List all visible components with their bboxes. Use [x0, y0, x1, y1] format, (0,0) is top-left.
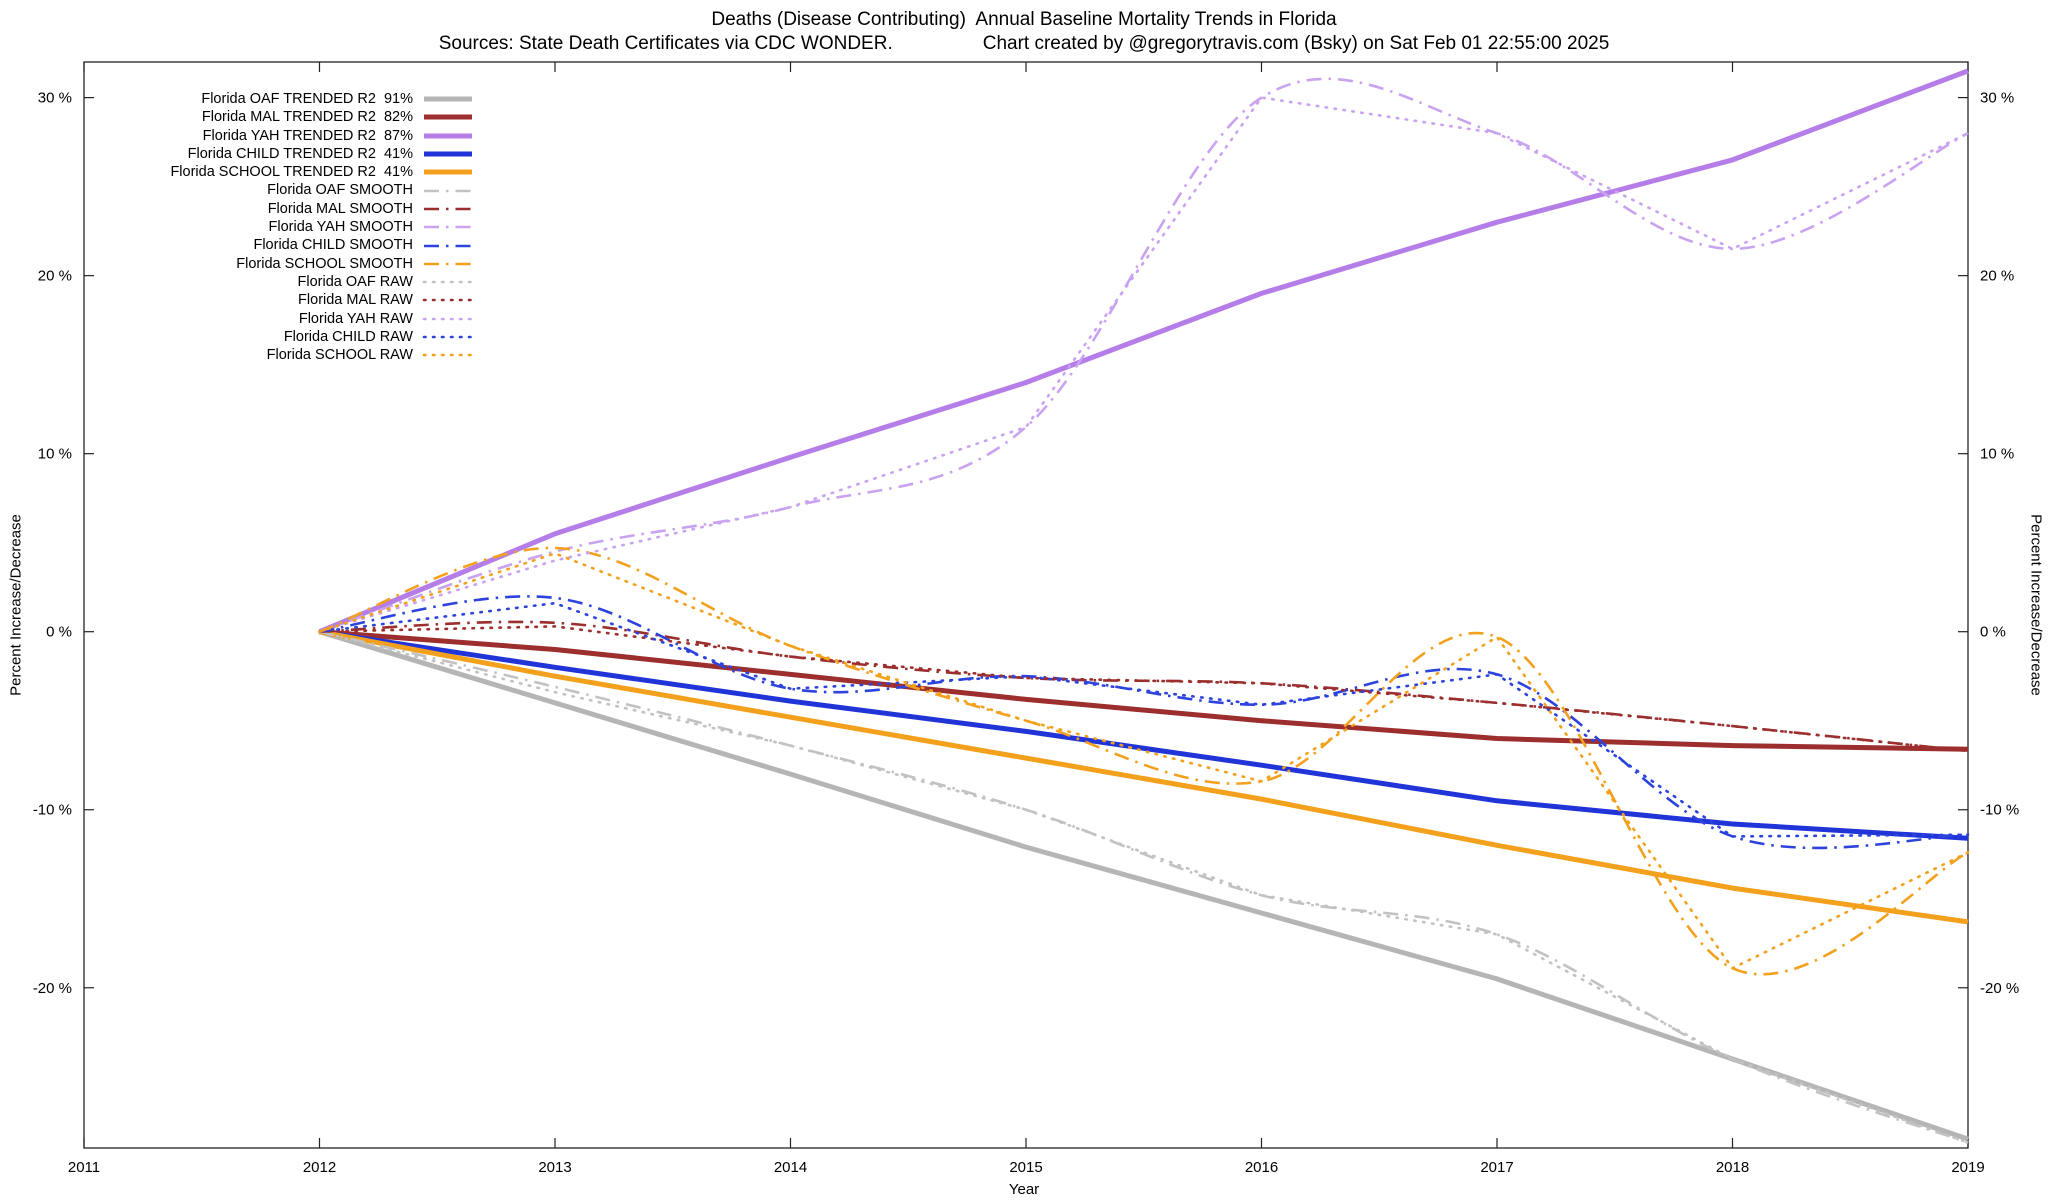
y-tick-label-right: -20 % [1980, 980, 2019, 997]
y-tick-label-left: -10 % [33, 802, 72, 819]
legend-label: Florida MAL TRENDED R2 82% [201, 109, 413, 126]
legend-line-sample [424, 262, 472, 266]
legend-label: Florida YAH RAW [298, 310, 413, 327]
legend-item: Florida CHILD SMOOTH [95, 236, 474, 254]
legend-line-sample [422, 317, 474, 321]
series-line-florida-mal-raw [318, 625, 1970, 753]
series-line-florida-oaf-raw [318, 630, 1970, 1144]
legend-line-sample [424, 169, 472, 175]
series-line-florida-mal-smooth [319, 620, 1969, 753]
series-line-florida-yah-trended-r2-87 [318, 68, 1969, 635]
legend: Florida OAF TRENDED R2 91% Florida MAL TR… [95, 90, 474, 364]
legend-item: Florida OAF SMOOTH [95, 181, 474, 199]
legend-label: Florida OAF RAW [297, 273, 413, 290]
legend-item: Florida MAL TRENDED R2 82% [95, 108, 474, 126]
y-axis-label-left: Percent Increase/Decrease [7, 514, 25, 696]
legend-label: Florida OAF SMOOTH [267, 182, 413, 199]
legend-line-sample [422, 299, 474, 302]
legend-label: Florida MAL RAW [298, 292, 413, 309]
x-tick-label: 2012 [303, 1159, 336, 1176]
x-tick-label: 2016 [1245, 1159, 1278, 1176]
legend-label: Florida CHILD RAW [283, 328, 413, 345]
legend-item: Florida YAH RAW [95, 310, 474, 328]
chart-credit: Chart created by @gregorytravis.com (Bsk… [982, 33, 1610, 54]
legend-item: Florida MAL SMOOTH [95, 200, 474, 218]
legend-item: Florida CHILD TRENDED R2 41% [95, 145, 474, 163]
x-tick-label: 2015 [1009, 1159, 1042, 1176]
legend-item: Florida YAH SMOOTH [95, 218, 474, 236]
series-line-florida-mal-trended-r2-82 [319, 629, 1969, 752]
series-line-florida-child-smooth [319, 595, 1969, 850]
x-axis-label: Year [1008, 1181, 1040, 1198]
legend-item: Florida YAH TRENDED R2 87% [95, 127, 474, 145]
legend-item: Florida OAF TRENDED R2 91% [95, 90, 474, 108]
legend-line-sample [424, 225, 472, 229]
y-tick-label-right: 0 % [1980, 624, 2006, 641]
legend-label: Florida YAH TRENDED R2 87% [202, 127, 413, 144]
legend-label: Florida SCHOOL TRENDED R2 41% [170, 164, 413, 181]
legend-label: Florida YAH SMOOTH [268, 219, 414, 236]
x-tick-label: 2018 [1716, 1159, 1749, 1176]
legend-item: Florida CHILD RAW [95, 328, 474, 346]
x-tick-label: 2019 [1951, 1159, 1984, 1176]
legend-line-sample [424, 207, 472, 211]
y-tick-label-right: 30 % [1980, 90, 2014, 107]
legend-label: Florida OAF TRENDED R2 91% [201, 91, 413, 107]
legend-line-sample [424, 133, 472, 139]
chart-sources: Sources: State Death Certificates via CD… [438, 33, 893, 54]
legend-line-sample [424, 114, 472, 120]
y-tick-label-left: 20 % [38, 268, 72, 285]
series-line-florida-school-trended-r2-41 [319, 629, 1969, 925]
legend-line-sample [422, 335, 474, 339]
chart-title: Deaths (Disease Contributing) Annual Bas… [711, 9, 1337, 30]
chart-subtitle: Sources: State Death Certificates via CD… [0, 33, 2048, 55]
series-line-florida-child-raw [318, 601, 1970, 838]
x-tick-label: 2014 [774, 1159, 807, 1176]
legend-item: Florida SCHOOL TRENDED R2 41% [95, 163, 474, 181]
y-tick-label-right: 20 % [1980, 268, 2014, 285]
y-tick-label-right: -10 % [1980, 802, 2019, 819]
y-axis-label-right: Percent Increase/Decrease [2027, 514, 2045, 696]
legend-label: Florida CHILD SMOOTH [253, 237, 413, 254]
y-tick-label-right: 10 % [1980, 446, 2014, 463]
x-tick-label: 2011 [68, 1159, 100, 1176]
legend-line-sample [424, 244, 472, 247]
series-line-florida-yah-raw [318, 96, 1970, 633]
series-line-florida-school-smooth [319, 546, 1969, 976]
series-line-florida-child-trended-r2-41 [319, 629, 1969, 841]
x-tick-label: 2013 [538, 1159, 571, 1176]
x-tick-label: 2017 [1480, 1159, 1513, 1176]
legend-item: Florida OAF RAW [95, 273, 474, 291]
legend-label: Florida SCHOOL SMOOTH [236, 255, 413, 272]
legend-line-sample [424, 96, 472, 102]
legend-label: Florida SCHOOL RAW [266, 347, 413, 364]
series-line-florida-oaf-smooth [319, 630, 1969, 1144]
legend-line-sample [424, 151, 472, 157]
legend-label: Florida CHILD TRENDED R2 41% [187, 145, 413, 162]
series-line-florida-oaf-trended-r2-91 [318, 629, 1969, 1142]
y-tick-label-left: -20 % [33, 980, 72, 997]
legend-label: Florida MAL SMOOTH [267, 200, 413, 217]
legend-line-sample [422, 280, 474, 284]
legend-item: Florida SCHOOL RAW [95, 346, 474, 364]
series-line-florida-school-raw [318, 552, 1970, 970]
legend-line-sample [424, 189, 472, 192]
legend-item: Florida MAL RAW [95, 291, 474, 309]
y-tick-label-left: 0 % [46, 624, 72, 641]
y-tick-label-left: 30 % [38, 90, 72, 107]
y-tick-label-left: 10 % [38, 446, 72, 463]
legend-item: Florida SCHOOL SMOOTH [95, 255, 474, 273]
legend-line-sample [422, 353, 474, 357]
